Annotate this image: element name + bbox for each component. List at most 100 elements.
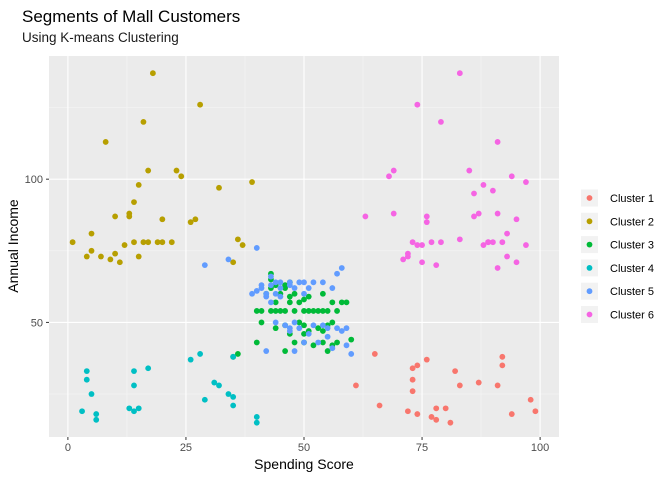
data-point xyxy=(225,256,232,263)
legend-key-marker xyxy=(586,195,593,201)
data-point xyxy=(471,213,477,220)
data-point xyxy=(126,210,133,217)
data-point xyxy=(131,199,137,205)
legend-key-marker xyxy=(586,311,593,318)
legend-label: Cluster 5 xyxy=(610,286,654,298)
y-axis: 50 100 xyxy=(25,174,49,329)
data-point xyxy=(513,216,520,223)
data-point xyxy=(286,279,293,286)
data-point xyxy=(442,405,449,412)
data-point xyxy=(216,382,222,389)
data-point xyxy=(286,325,293,332)
data-point xyxy=(319,339,326,346)
data-point xyxy=(249,179,255,185)
data-point xyxy=(494,382,501,389)
data-point xyxy=(409,388,416,395)
data-point xyxy=(225,391,232,397)
data-point xyxy=(112,250,119,257)
data-point xyxy=(404,408,411,415)
data-point xyxy=(315,339,322,346)
data-point xyxy=(319,308,326,314)
data-point xyxy=(353,382,359,389)
data-point xyxy=(83,376,90,383)
data-point xyxy=(296,279,303,286)
data-point xyxy=(334,339,340,346)
data-point xyxy=(310,279,317,286)
data-point xyxy=(291,290,298,297)
data-point xyxy=(423,356,430,363)
data-point xyxy=(447,419,454,426)
data-point xyxy=(88,230,95,237)
data-point xyxy=(291,348,298,354)
data-point xyxy=(310,308,317,314)
data-point xyxy=(301,322,307,329)
x-tick-label: 75 xyxy=(416,442,428,454)
data-point xyxy=(338,328,345,334)
data-point xyxy=(494,139,501,145)
data-point xyxy=(268,308,274,314)
data-point xyxy=(419,242,425,248)
data-point xyxy=(324,348,331,354)
data-point xyxy=(197,351,204,357)
data-point xyxy=(456,382,463,389)
data-point xyxy=(201,396,208,403)
legend: Cluster 1 Cluster 2 Cluster 3 Cluster 4 Clus… xyxy=(578,186,664,328)
data-point xyxy=(145,239,152,246)
data-point xyxy=(499,353,506,360)
data-point xyxy=(268,299,274,306)
data-point xyxy=(187,219,194,226)
data-point xyxy=(508,173,515,180)
data-point xyxy=(324,325,331,332)
data-point xyxy=(390,167,397,174)
data-point xyxy=(319,322,326,329)
data-point xyxy=(338,265,345,271)
data-point xyxy=(414,362,421,369)
legend-key-marker xyxy=(586,288,593,295)
series-2 xyxy=(69,70,255,266)
data-points xyxy=(69,70,539,426)
x-axis: 0 25 50 75 100 xyxy=(65,437,549,454)
data-point xyxy=(239,242,246,248)
data-point xyxy=(428,414,435,420)
data-point xyxy=(489,239,496,246)
data-point xyxy=(504,230,510,237)
legend-background xyxy=(578,186,664,328)
legend-key-marker xyxy=(586,218,593,225)
data-point xyxy=(475,379,482,386)
data-point xyxy=(386,173,392,180)
data-point xyxy=(423,213,430,220)
data-point xyxy=(475,210,482,217)
x-tick-label: 50 xyxy=(298,442,310,454)
data-point xyxy=(178,173,185,180)
data-point xyxy=(409,365,416,372)
data-point xyxy=(296,325,303,332)
data-point xyxy=(419,259,425,266)
data-point xyxy=(131,368,137,375)
data-point xyxy=(523,179,529,185)
data-point xyxy=(301,330,307,337)
data-point xyxy=(173,167,180,174)
data-point xyxy=(187,356,194,363)
series-1 xyxy=(353,351,539,426)
x-tick-label: 25 xyxy=(180,442,192,454)
data-point xyxy=(131,382,137,389)
data-point xyxy=(98,253,104,260)
data-point xyxy=(305,308,312,314)
data-point xyxy=(286,293,293,300)
data-point xyxy=(253,339,260,346)
data-point xyxy=(494,210,501,217)
data-point xyxy=(414,411,421,417)
data-point xyxy=(527,396,534,403)
data-point xyxy=(329,299,336,306)
y-tick-label: 100 xyxy=(25,174,43,186)
data-point xyxy=(348,351,355,357)
data-point xyxy=(499,362,506,369)
data-point xyxy=(409,239,416,246)
data-point xyxy=(145,167,152,174)
data-point xyxy=(135,253,142,260)
data-point xyxy=(452,368,459,375)
data-point xyxy=(230,393,237,400)
data-point xyxy=(277,293,284,300)
data-point xyxy=(329,345,336,352)
data-point xyxy=(334,270,340,277)
